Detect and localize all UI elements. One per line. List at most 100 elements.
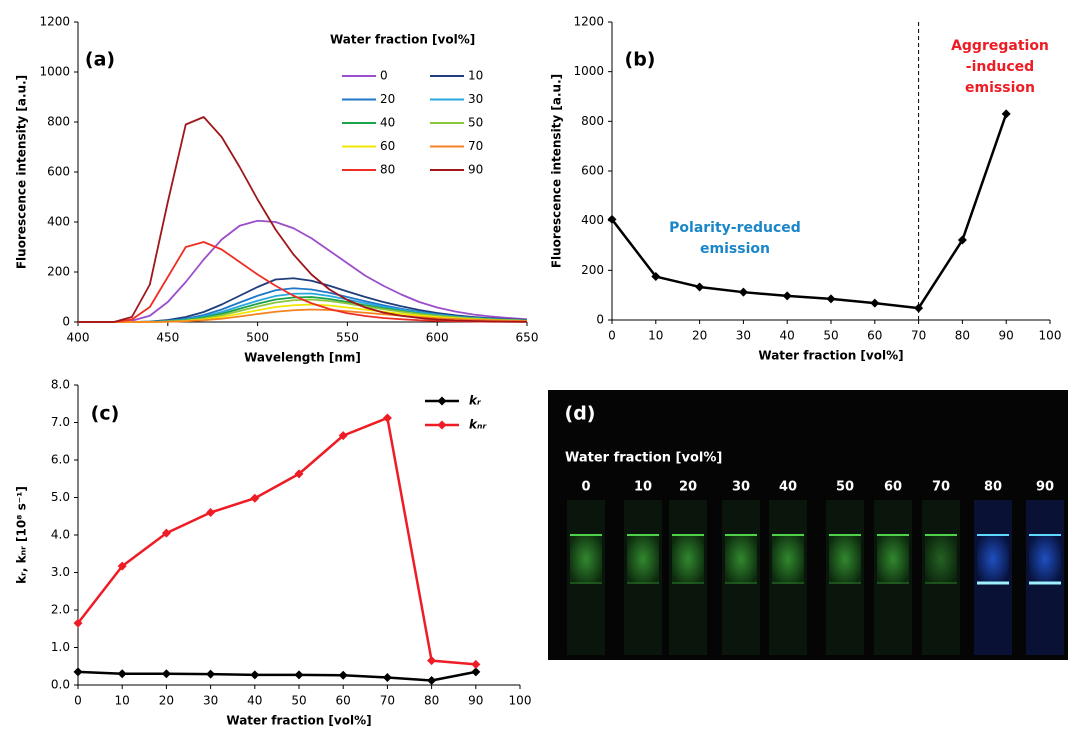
- x-tick-label: 30: [736, 329, 751, 343]
- vial-label: 20: [679, 480, 697, 495]
- x-tick-label: 60: [336, 694, 351, 708]
- vial-glow: [570, 534, 602, 584]
- legend-label: kᵣ: [469, 394, 482, 408]
- data-point: [382, 413, 392, 423]
- data-point: [782, 291, 792, 301]
- series-line: [611, 113, 1008, 310]
- vial-label: 80: [984, 480, 1002, 495]
- annotation: emission: [700, 241, 770, 257]
- data-point: [471, 667, 481, 677]
- data-point: [695, 282, 705, 292]
- annotation: Polarity-reduced: [669, 220, 801, 236]
- x-axis-label: Water fraction [vol%]: [758, 349, 903, 363]
- y-tick-label: 0: [596, 313, 604, 327]
- x-tick-label: 100: [509, 694, 532, 708]
- data-point: [870, 298, 880, 308]
- x-tick-label: 500: [246, 331, 269, 345]
- data-point: [250, 493, 260, 503]
- legend-label: 40: [380, 116, 395, 130]
- vial-label: 60: [884, 480, 902, 495]
- data-point: [338, 431, 348, 441]
- y-tick-label: 0: [62, 315, 70, 329]
- y-tick-label: 6.0: [51, 453, 70, 467]
- y-tick-label: 200: [581, 263, 604, 277]
- annotation: -induced: [966, 59, 1034, 75]
- vial-glow: [725, 534, 757, 584]
- y-tick-label: 1200: [573, 15, 604, 29]
- x-tick-label: 60: [867, 329, 882, 343]
- y-tick-label: 800: [581, 114, 604, 128]
- legend-label: 30: [468, 92, 483, 106]
- vial-label: 50: [836, 480, 854, 495]
- data-point: [117, 561, 127, 571]
- y-tick-label: 400: [581, 213, 604, 227]
- y-tick-label: 1.0: [51, 640, 70, 654]
- x-tick-label: 70: [911, 329, 926, 343]
- annotation: emission: [965, 80, 1035, 96]
- x-tick-label: 50: [291, 694, 306, 708]
- y-axis-label: Fluorescence intensity [a.u.]: [550, 74, 564, 268]
- y-tick-label: 1200: [39, 15, 70, 29]
- data-point: [914, 303, 924, 313]
- x-tick-label: 70: [380, 694, 395, 708]
- y-tick-label: 5.0: [51, 490, 70, 504]
- y-tick-label: 800: [47, 115, 70, 129]
- data-point: [738, 287, 748, 297]
- x-tick-label: 10: [115, 694, 130, 708]
- y-axis-label: Fluorescence intensity [a.u.]: [15, 75, 29, 269]
- data-point: [206, 669, 216, 679]
- vial-glow: [925, 534, 957, 584]
- data-point: [117, 669, 127, 679]
- panel-label: (d): [565, 403, 596, 425]
- data-point: [651, 272, 661, 282]
- y-axis-label: kᵣ, kₙᵣ [10⁸ s⁻¹]: [15, 486, 29, 584]
- series-line: [77, 416, 476, 666]
- x-tick-label: 0: [608, 329, 616, 343]
- data-point: [957, 235, 967, 245]
- data-point: [250, 670, 260, 680]
- x-tick-label: 40: [780, 329, 795, 343]
- x-tick-label: 90: [999, 329, 1014, 343]
- vial-label: 10: [634, 480, 652, 495]
- legend-label: 80: [380, 163, 395, 177]
- vial-glow: [977, 534, 1009, 584]
- y-tick-label: 600: [47, 165, 70, 179]
- x-tick-label: 20: [159, 694, 174, 708]
- vial-label: 30: [732, 480, 750, 495]
- x-tick-label: 20: [692, 329, 707, 343]
- x-tick-label: 450: [156, 331, 179, 345]
- panel-label: (a): [85, 49, 115, 71]
- legend-label: 70: [468, 139, 483, 153]
- vial-label: 70: [932, 480, 950, 495]
- x-tick-label: 50: [823, 329, 838, 343]
- y-tick-label: 3.0: [51, 565, 70, 579]
- x-axis-label: Water fraction [vol%]: [226, 714, 371, 728]
- vial-label: 40: [779, 480, 797, 495]
- y-tick-label: 7.0: [51, 415, 70, 429]
- x-tick-label: 90: [468, 694, 483, 708]
- legend-label: kₙᵣ: [469, 418, 487, 432]
- legend-label: 50: [468, 116, 483, 130]
- legend-label: 10: [468, 69, 483, 83]
- legend-marker: [437, 420, 447, 430]
- vial-label: 90: [1036, 480, 1054, 495]
- vial-glow: [829, 534, 861, 584]
- data-point: [607, 214, 617, 224]
- vial-glow: [877, 534, 909, 584]
- y-tick-label: 0.0: [51, 678, 70, 692]
- y-tick-label: 600: [581, 164, 604, 178]
- series-line: [78, 116, 527, 323]
- y-tick-label: 200: [47, 265, 70, 279]
- y-tick-label: 400: [47, 215, 70, 229]
- legend-label: 20: [380, 92, 395, 106]
- series-line: [78, 219, 528, 323]
- y-tick-label: 4.0: [51, 528, 70, 542]
- legend-title: Water fraction [vol%]: [330, 33, 475, 47]
- data-point: [161, 528, 171, 538]
- x-tick-label: 80: [424, 694, 439, 708]
- y-tick-label: 8.0: [51, 378, 70, 392]
- vial-glow: [772, 534, 804, 584]
- x-tick-label: 0: [74, 694, 82, 708]
- x-tick-label: 650: [516, 331, 539, 345]
- series-line: [77, 670, 477, 682]
